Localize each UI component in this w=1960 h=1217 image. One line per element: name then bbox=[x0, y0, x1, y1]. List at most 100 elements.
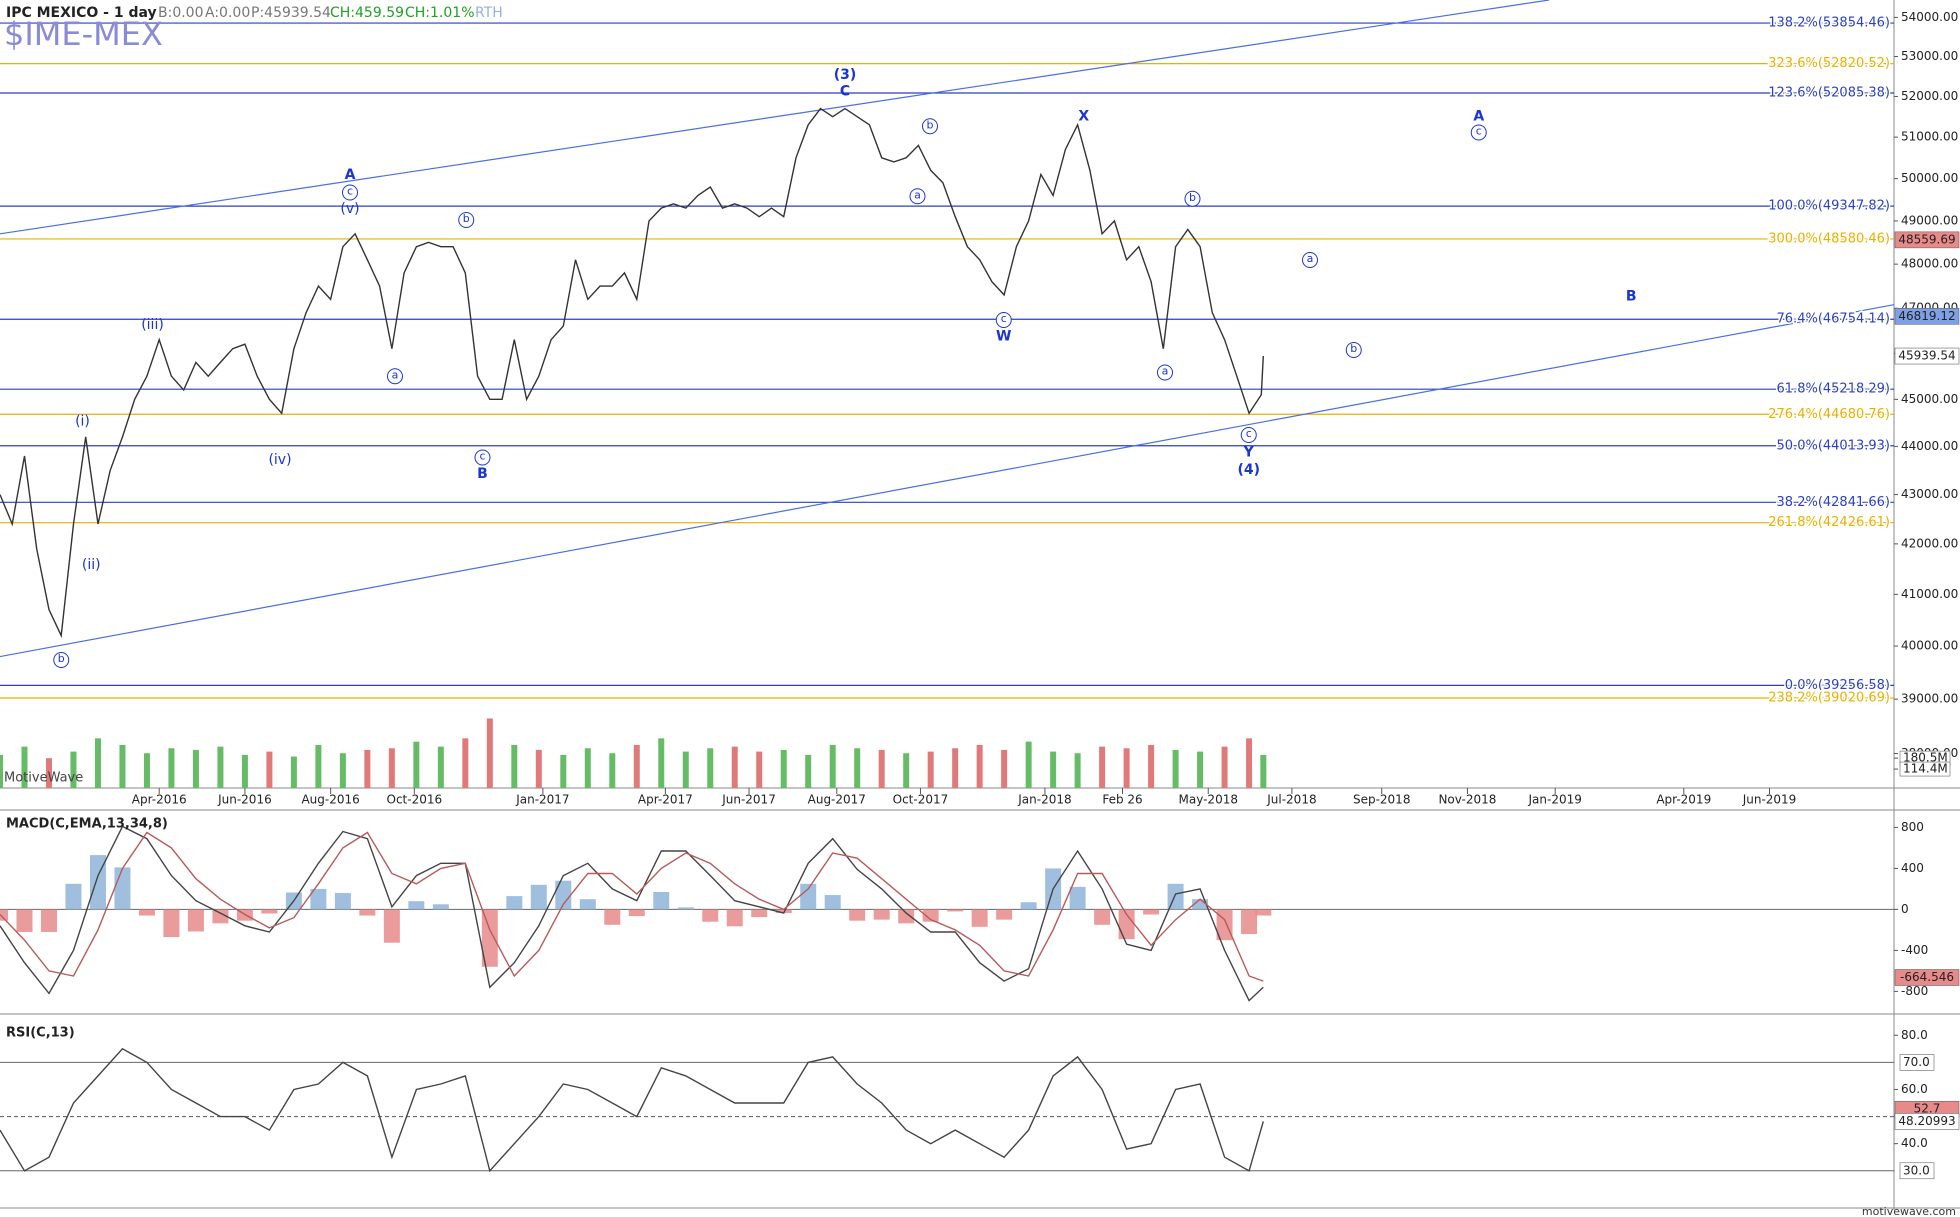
volume-bar bbox=[1074, 753, 1081, 788]
price-marker-box bbox=[1894, 231, 1960, 249]
x-tick-label: Aug-2016 bbox=[301, 793, 359, 807]
y-tick-label: 40000.00 bbox=[1901, 639, 1958, 653]
volume-bar bbox=[437, 746, 444, 788]
y-tick-label: 53000.00 bbox=[1901, 49, 1958, 63]
y-tick-label: 0 bbox=[1901, 902, 1909, 916]
fib-label: 123.6%(52085.38) bbox=[1768, 86, 1890, 101]
wave-label: (i) bbox=[75, 413, 90, 429]
fib-label: 138.2%(53854.46) bbox=[1768, 16, 1890, 31]
histogram-bar bbox=[506, 896, 523, 910]
y-tick-label: 41000.00 bbox=[1901, 587, 1958, 601]
wave-circle bbox=[909, 188, 926, 205]
volume-bar bbox=[707, 748, 714, 788]
series-line bbox=[0, 831, 1264, 982]
x-tick-label: Jun-2019 bbox=[1742, 793, 1797, 807]
wave-label: C bbox=[840, 83, 850, 99]
wave-label: (v) bbox=[340, 201, 359, 217]
wave-circle bbox=[474, 449, 491, 466]
volume-bar bbox=[0, 754, 3, 788]
y-tick-label: -800 bbox=[1901, 984, 1928, 998]
last-price: P:45939.54 bbox=[251, 5, 331, 21]
volume-bar bbox=[217, 746, 224, 788]
volume-bar bbox=[241, 754, 248, 788]
symbol: $IME-MEX bbox=[4, 15, 163, 53]
histogram-bar bbox=[849, 909, 866, 921]
series-line bbox=[0, 825, 1264, 1002]
volume-bar bbox=[21, 746, 28, 788]
level-label: 30.0 bbox=[1903, 1163, 1930, 1177]
x-tick-label: Sep-2018 bbox=[1353, 793, 1411, 807]
volume-bar bbox=[119, 744, 126, 788]
histogram-bar bbox=[359, 909, 376, 916]
volume-bar bbox=[584, 748, 591, 788]
histogram-bar bbox=[726, 909, 743, 927]
volume-tick-label: 180.5M bbox=[1903, 751, 1948, 765]
wave-circle bbox=[387, 368, 403, 385]
y-tick-label: 50000.00 bbox=[1901, 171, 1958, 185]
volume-bar bbox=[1001, 749, 1008, 788]
watermark: MotiveWave bbox=[4, 771, 83, 786]
histogram-bar bbox=[800, 883, 817, 910]
wave-circle bbox=[995, 312, 1012, 328]
y-tick-label: 800 bbox=[1901, 820, 1924, 834]
histogram-bar bbox=[16, 909, 33, 932]
price-marker: 48559.69 bbox=[1898, 232, 1955, 246]
volume-bar bbox=[364, 749, 371, 788]
x-tick-label: Oct-2016 bbox=[387, 793, 443, 807]
histogram-bar bbox=[775, 909, 792, 914]
histogram-bar bbox=[653, 891, 670, 910]
histogram-bar bbox=[702, 909, 719, 922]
volume-bar bbox=[168, 748, 175, 788]
y-tick-label: 45000.00 bbox=[1901, 392, 1958, 406]
wave-circle bbox=[1302, 252, 1318, 268]
fib-label: 38.2%(42841.66) bbox=[1777, 495, 1890, 510]
x-tick-label: Jun-2016 bbox=[217, 793, 272, 807]
fib-label: 323.6%(52820.52) bbox=[1768, 56, 1890, 71]
series-line bbox=[0, 1047, 1264, 1173]
fib-label: 50.0%(44013.93) bbox=[1777, 438, 1890, 453]
histogram-bar bbox=[873, 909, 890, 920]
volume-bar bbox=[878, 749, 885, 788]
histogram-bar bbox=[334, 893, 351, 910]
price-marker-box bbox=[1894, 308, 1960, 325]
volume-bar bbox=[45, 758, 52, 788]
wave-label: b bbox=[1189, 191, 1196, 204]
y-tick-label: 80.0 bbox=[1901, 1028, 1928, 1042]
fib-label: 100.0%(49347.82) bbox=[1768, 199, 1890, 214]
histogram-bar bbox=[65, 883, 82, 910]
histogram-bar bbox=[530, 884, 547, 910]
volume-tick-label: 114.4M bbox=[1903, 762, 1948, 776]
y-tick-label: 43000.00 bbox=[1901, 487, 1958, 501]
histogram-bar bbox=[1143, 909, 1160, 915]
y-tick-label: 42000.00 bbox=[1901, 536, 1958, 550]
volume-bar bbox=[1197, 751, 1204, 788]
histogram-bar bbox=[1241, 909, 1258, 935]
histogram-bar bbox=[922, 909, 939, 922]
volume-tick-box bbox=[1899, 761, 1951, 777]
volume-bar bbox=[903, 753, 910, 788]
value-marker-box bbox=[1894, 1113, 1960, 1130]
wave-label: b bbox=[927, 118, 934, 131]
wave-label: c bbox=[1476, 125, 1482, 138]
volume-bar bbox=[1221, 746, 1228, 788]
value-marker: 48.20993 bbox=[1898, 1114, 1955, 1128]
wave-label: b bbox=[463, 212, 470, 225]
histogram-bar bbox=[996, 909, 1013, 920]
volume-bar bbox=[1260, 754, 1267, 788]
panel bbox=[0, 825, 1894, 1002]
volume-bar bbox=[1246, 738, 1253, 788]
wave-label: (ii) bbox=[82, 557, 101, 573]
wave-circle bbox=[1184, 190, 1201, 207]
fib-label: 238.2%(39020.69) bbox=[1768, 691, 1890, 706]
wave-label: (iv) bbox=[268, 452, 291, 468]
wave-label: A bbox=[345, 167, 356, 183]
wave-label: X bbox=[1078, 108, 1089, 124]
level-box bbox=[1899, 1162, 1935, 1180]
volume-bar bbox=[511, 744, 518, 788]
volume-bar bbox=[805, 754, 812, 788]
x-tick-label: Aug-2017 bbox=[808, 793, 866, 807]
y-tick-label: 48000.00 bbox=[1901, 257, 1958, 271]
wave-label: B bbox=[1626, 288, 1637, 304]
